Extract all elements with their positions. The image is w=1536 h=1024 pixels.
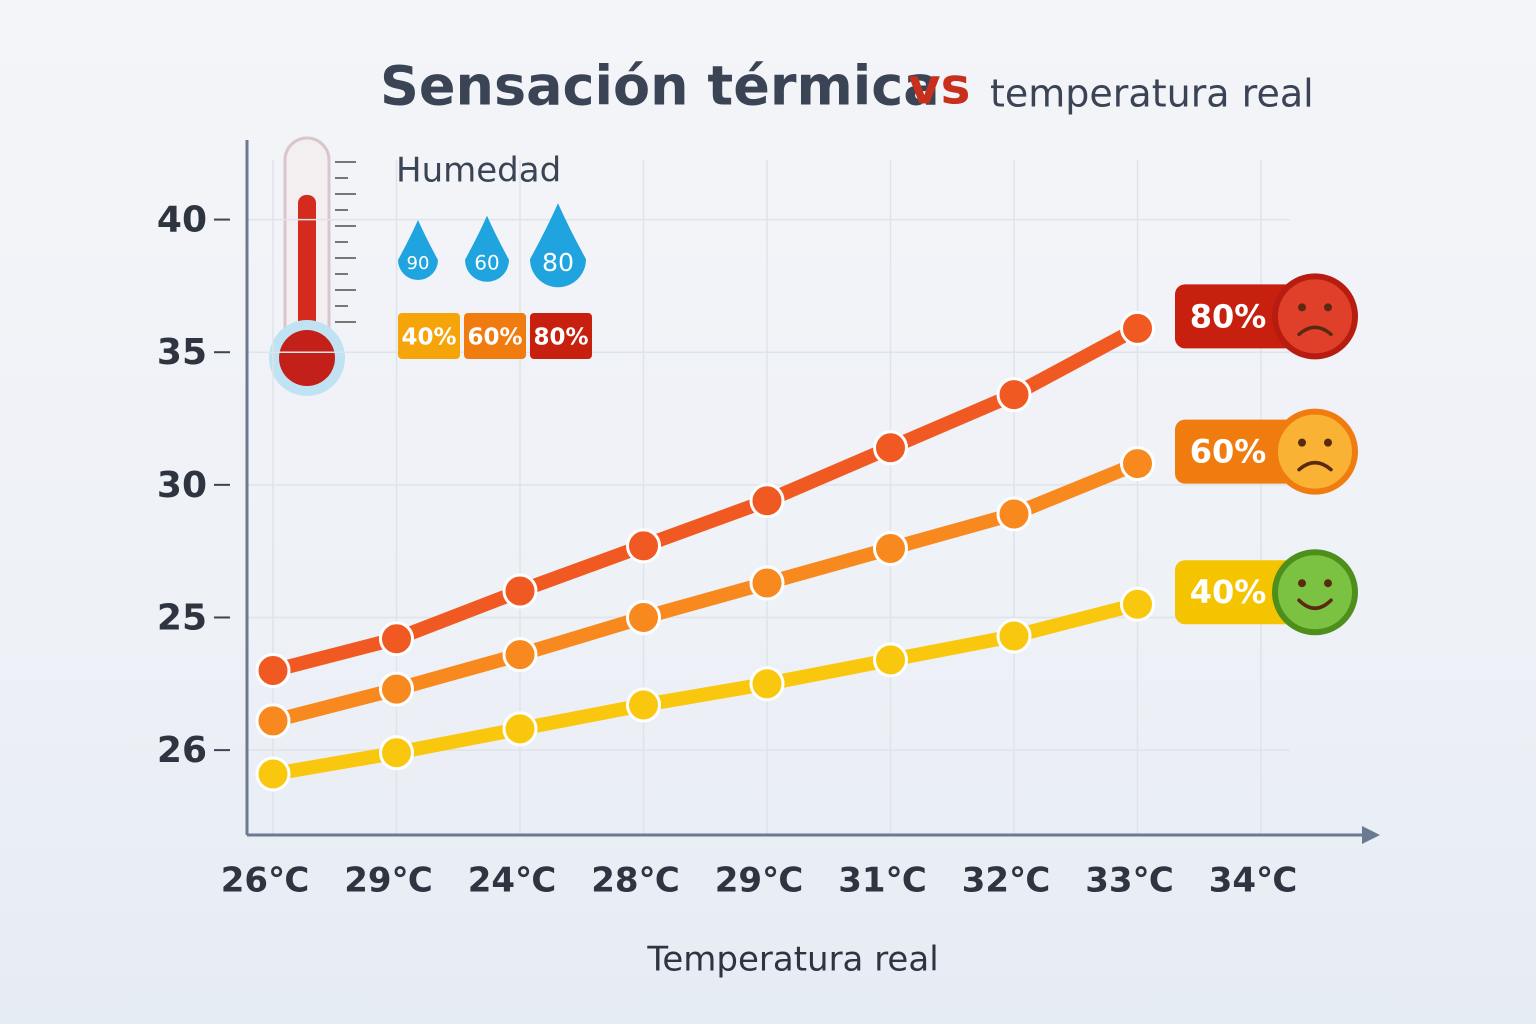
x-tick-label: 26℃ [221,861,310,901]
face-mouth [1297,325,1333,337]
series-line [266,321,1145,678]
x-tick-label: 24℃ [468,861,557,901]
data-point [502,711,538,747]
face-eye [1324,438,1332,447]
data-point [379,735,414,771]
data-point [996,496,1032,532]
data-point [749,565,785,601]
series-end-label: 40% [1190,573,1267,611]
x-tick-label: 34℃ [1209,861,1298,901]
face [1272,549,1358,636]
face-eye [1298,303,1306,312]
face-mouth [1297,598,1333,610]
legend-drop [465,215,509,282]
face-mouth [1297,460,1333,472]
data-point [1120,586,1155,622]
legend-title: Humedad [396,151,561,191]
data-point [873,430,908,466]
series-end-label: 80% [1190,297,1267,335]
x-axis-label: Temperatura real [646,940,938,980]
x-tick-label: 28℃ [591,861,680,901]
y-tick-label: 40 [157,200,207,241]
legend-drop-label: 90 [407,253,430,274]
data-point [626,599,661,635]
y-tick-label: 25 [157,597,207,638]
data-point [255,653,291,689]
series-line [266,597,1145,781]
chart-title-vs: vs [908,58,970,116]
x-axis-arrow [1362,826,1380,844]
y-tick-label: 35 [157,332,207,373]
legend-drop-label: 60 [474,252,499,275]
legend-label: 40% [401,325,456,351]
data-point [996,618,1032,654]
data-point [749,666,785,702]
series-end-label-box [1175,560,1300,625]
data-point [379,671,414,707]
legend-drop [398,220,438,280]
legend-label: 80% [533,325,588,351]
legend-box [464,313,526,359]
face-eye [1298,438,1306,447]
x-tick-label: 33℃ [1085,861,1174,901]
x-tick-label: 32℃ [962,861,1051,901]
legend-label: 60% [467,325,522,351]
series-end-label-box [1175,419,1300,484]
chart-title-rest: temperatura real [990,72,1314,116]
data-point [1120,310,1155,346]
x-tick-label: 29℃ [715,861,804,901]
data-point [626,528,661,564]
thermometer [269,136,356,396]
data-point [626,687,661,723]
data-point [873,531,908,567]
face-eye [1324,303,1332,312]
legend-box [398,313,460,359]
data-point [379,621,414,657]
data-point [1120,446,1155,482]
data-point [255,756,291,792]
legend-drop [530,203,586,288]
data-point [873,642,908,678]
face-eye [1324,579,1332,588]
data-point [749,483,785,519]
face-eye [1298,579,1306,588]
face [1272,408,1358,495]
x-tick-label: 29℃ [344,861,433,901]
data-point [255,703,291,739]
legend-box [530,313,592,359]
y-tick-label: 30 [157,465,207,506]
series-end-label-box [1175,284,1300,349]
data-point [996,377,1032,413]
data-point [502,637,538,673]
chart-title: Sensación térmica [380,55,940,118]
series-line [266,456,1145,728]
series-end-label: 60% [1190,433,1267,471]
face [1272,273,1358,360]
data-point [502,573,538,609]
x-tick-label: 31℃ [838,861,927,901]
legend-drop-label: 80 [542,248,574,277]
y-tick-label: 26 [157,730,207,771]
